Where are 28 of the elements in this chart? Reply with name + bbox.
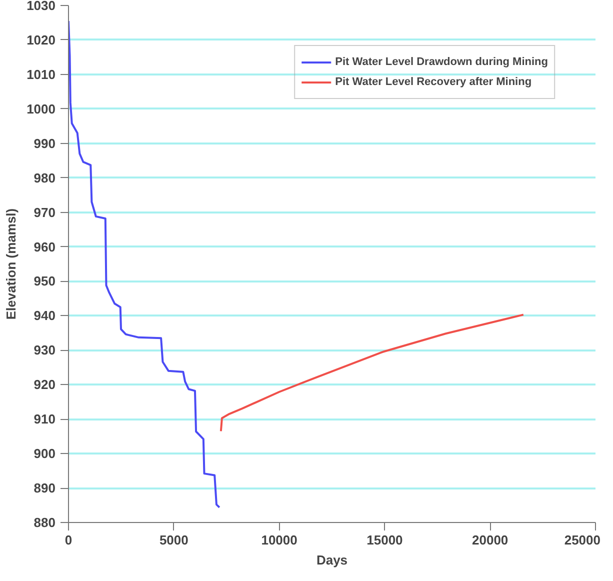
- y-tick-label: 920: [34, 377, 56, 392]
- x-axis-title: Days: [316, 552, 348, 568]
- y-tick-label: 950: [34, 274, 56, 289]
- legend-label: Pit Water Level Recovery after Mining: [335, 76, 532, 88]
- y-tick-label: 900: [34, 446, 56, 462]
- y-tick-label: 1010: [26, 66, 56, 82]
- y-tick-label: 940: [34, 308, 56, 324]
- y-tick-label: 930: [34, 342, 56, 358]
- y-tick-label: 970: [34, 204, 56, 220]
- x-tick-label: 10000: [261, 532, 298, 548]
- y-tick-label: 1030: [26, 0, 56, 13]
- x-tick-label: 25000: [564, 532, 601, 548]
- y-tick-label: 1020: [26, 32, 56, 48]
- y-tick-label: 960: [34, 239, 56, 254]
- x-tick-label: 15000: [366, 532, 403, 548]
- x-tick-label: 0: [64, 532, 72, 548]
- y-tick-label: 980: [34, 170, 56, 186]
- line-series: [220, 314, 524, 432]
- y-tick-label: 990: [34, 136, 56, 151]
- line-series: [68, 20, 220, 508]
- legend-label: Pit Water Level Drawdown during Mining: [335, 56, 548, 68]
- y-tick-label: 890: [34, 480, 56, 496]
- x-tick-label: 20000: [472, 532, 508, 548]
- x-tick-label: 5000: [159, 532, 188, 548]
- y-axis-title: Elevation (mamsl): [4, 208, 19, 320]
- y-tick-label: 910: [34, 412, 56, 427]
- y-tick-label: 1000: [26, 101, 56, 116]
- y-tick-label: 880: [34, 515, 56, 530]
